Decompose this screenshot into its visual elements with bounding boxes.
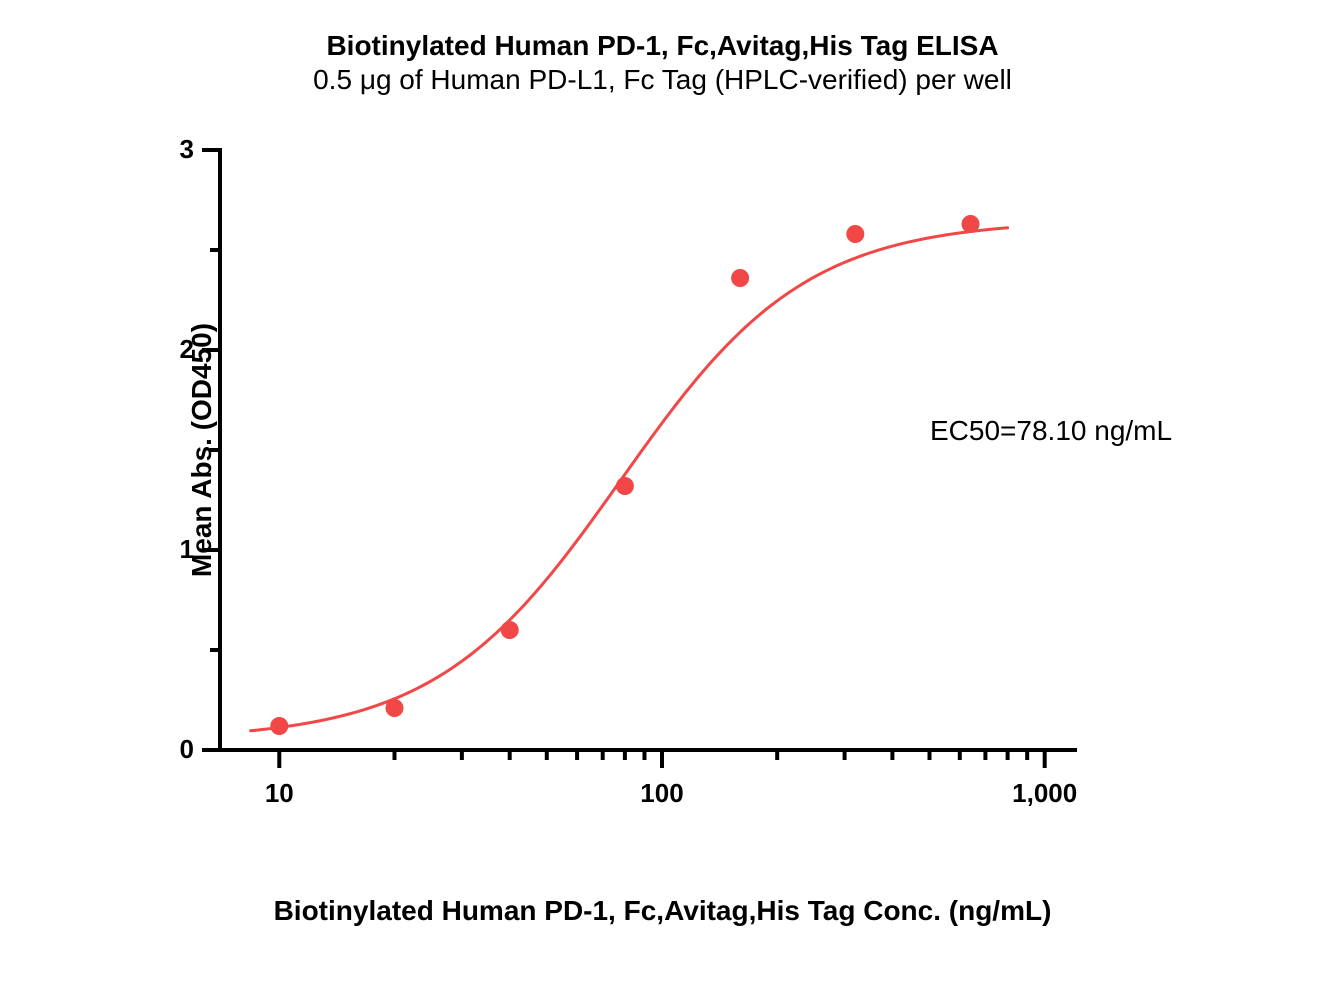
chart-container: Biotinylated Human PD-1, Fc,Avitag,His T… [0, 0, 1325, 981]
chart-subtitle: 0.5 μg of Human PD-L1, Fc Tag (HPLC-veri… [0, 64, 1325, 96]
title-block: Biotinylated Human PD-1, Fc,Avitag,His T… [0, 30, 1325, 96]
plot-svg [220, 150, 1175, 850]
x-tick-label: 1,000 [1012, 778, 1077, 809]
y-tick-label: 2 [180, 334, 194, 365]
ec50-annotation: EC50=78.10 ng/mL [930, 415, 1172, 447]
y-tick-label: 3 [180, 134, 194, 165]
plot-area [220, 150, 1075, 750]
x-tick-label: 100 [640, 778, 683, 809]
chart-title: Biotinylated Human PD-1, Fc,Avitag,His T… [0, 30, 1325, 62]
x-tick-label: 10 [265, 778, 294, 809]
y-tick-label: 0 [180, 734, 194, 765]
x-axis-label: Biotinylated Human PD-1, Fc,Avitag,His T… [0, 895, 1325, 927]
y-tick-label: 1 [180, 534, 194, 565]
